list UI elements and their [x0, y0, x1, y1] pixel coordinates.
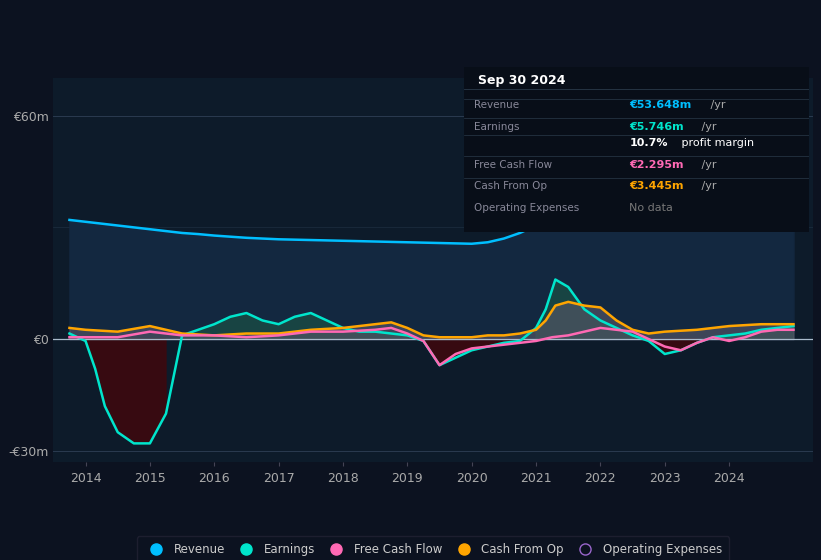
Text: Sep 30 2024: Sep 30 2024 [478, 74, 565, 87]
Text: /yr: /yr [698, 160, 717, 170]
Text: €3.445m: €3.445m [630, 181, 684, 191]
Text: Operating Expenses: Operating Expenses [475, 203, 580, 213]
Text: Cash From Op: Cash From Op [475, 181, 548, 191]
Text: /yr: /yr [708, 100, 726, 110]
Text: No data: No data [630, 203, 673, 213]
Legend: Revenue, Earnings, Free Cash Flow, Cash From Op, Operating Expenses: Revenue, Earnings, Free Cash Flow, Cash … [137, 536, 729, 560]
Text: 10.7%: 10.7% [630, 138, 667, 148]
Text: Revenue: Revenue [475, 100, 520, 110]
Text: Free Cash Flow: Free Cash Flow [475, 160, 553, 170]
Text: €53.648m: €53.648m [630, 100, 691, 110]
Text: Earnings: Earnings [475, 122, 520, 132]
Text: /yr: /yr [698, 181, 717, 191]
Text: profit margin: profit margin [677, 138, 754, 148]
Text: /yr: /yr [698, 122, 717, 132]
Text: €5.746m: €5.746m [630, 122, 684, 132]
Text: €2.295m: €2.295m [630, 160, 684, 170]
